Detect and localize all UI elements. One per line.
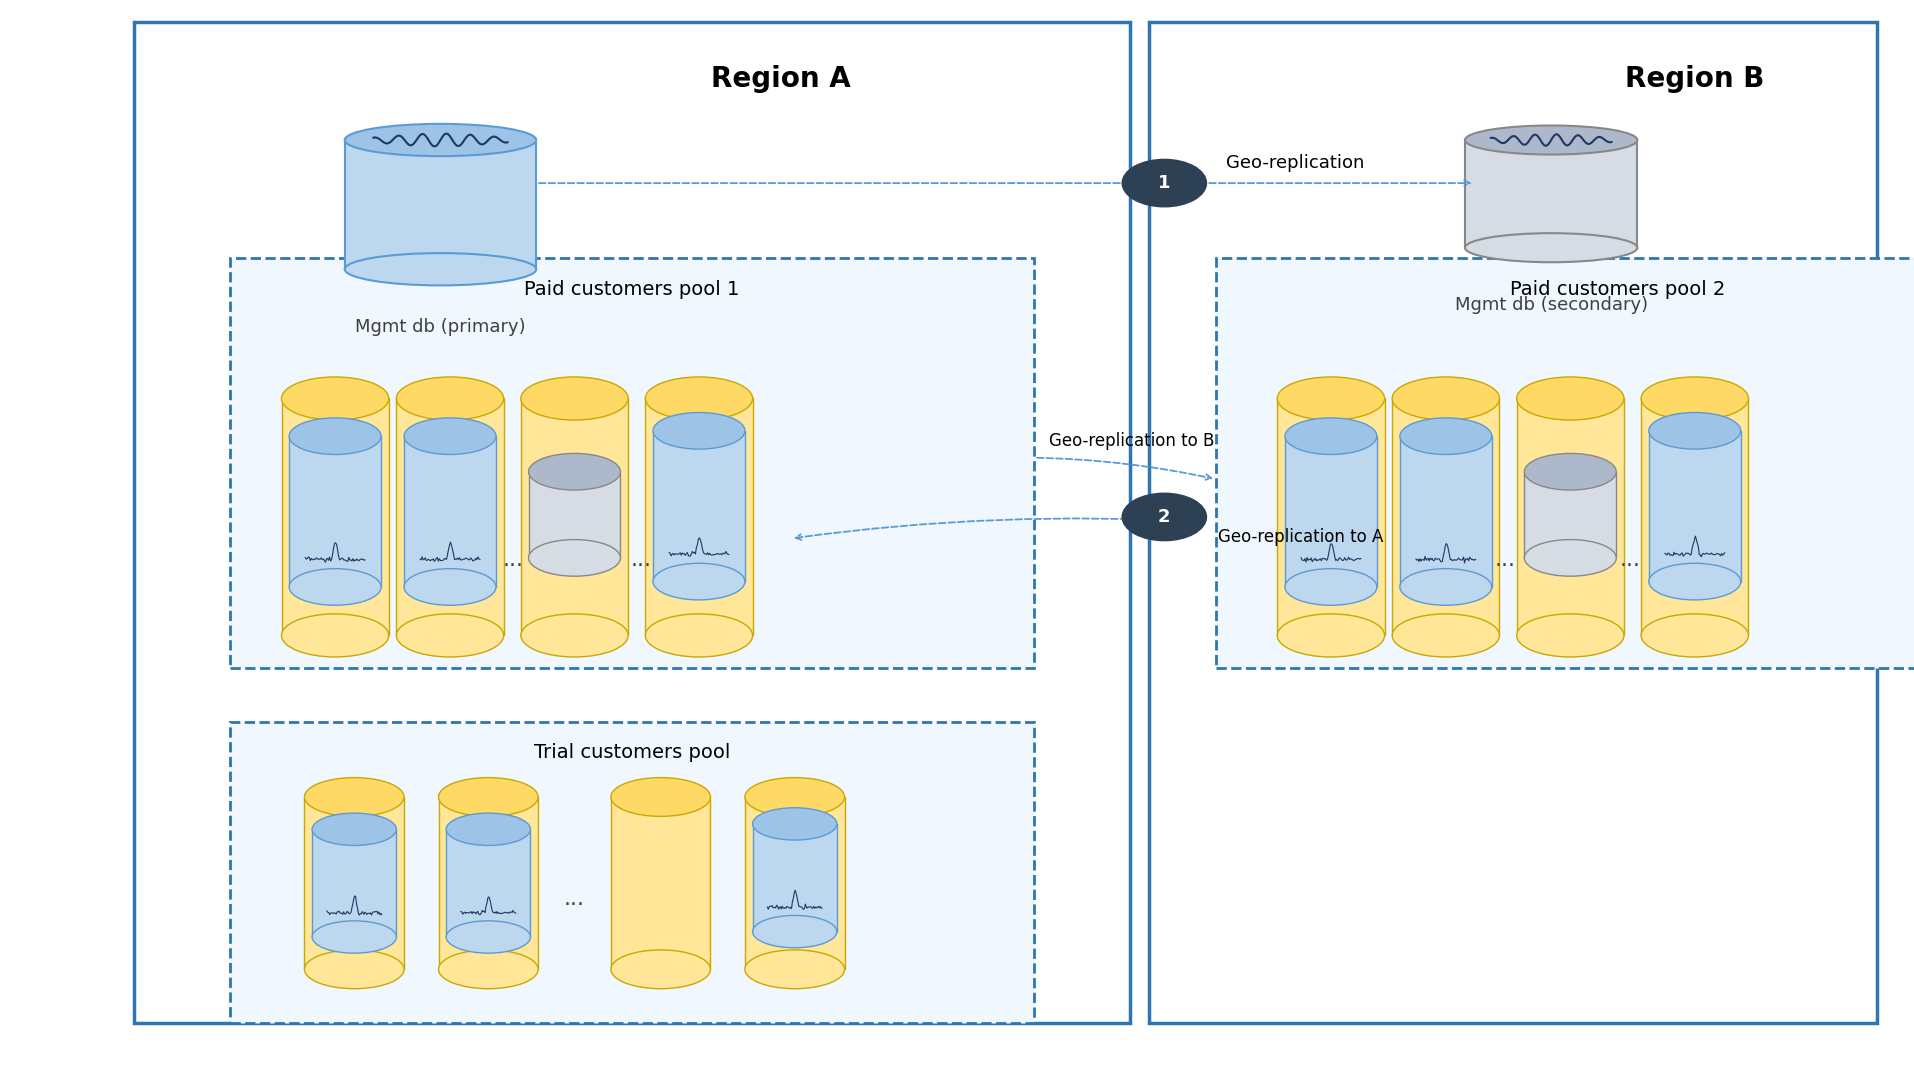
Text: ...: ... <box>1495 550 1514 570</box>
Ellipse shape <box>281 377 389 420</box>
FancyBboxPatch shape <box>345 140 536 269</box>
FancyBboxPatch shape <box>289 436 381 587</box>
FancyBboxPatch shape <box>1648 431 1740 582</box>
Ellipse shape <box>1648 412 1740 449</box>
Ellipse shape <box>528 540 620 576</box>
Ellipse shape <box>304 950 404 989</box>
Ellipse shape <box>404 418 496 454</box>
Circle shape <box>1122 493 1206 541</box>
FancyBboxPatch shape <box>1464 140 1636 248</box>
Circle shape <box>1122 159 1206 207</box>
Text: Region A: Region A <box>712 65 850 93</box>
FancyBboxPatch shape <box>1399 436 1491 587</box>
Ellipse shape <box>611 950 710 989</box>
Ellipse shape <box>396 377 503 420</box>
Ellipse shape <box>312 921 396 953</box>
Ellipse shape <box>1524 453 1615 490</box>
Bar <box>230 258 1034 668</box>
Ellipse shape <box>438 950 538 989</box>
Text: Paid customers pool 1: Paid customers pool 1 <box>524 280 739 299</box>
FancyBboxPatch shape <box>611 797 710 969</box>
Text: Mgmt db (secondary): Mgmt db (secondary) <box>1455 296 1646 314</box>
FancyBboxPatch shape <box>134 22 1129 1023</box>
Ellipse shape <box>653 563 745 600</box>
Ellipse shape <box>1524 540 1615 576</box>
Ellipse shape <box>752 808 836 840</box>
Ellipse shape <box>745 778 844 816</box>
Ellipse shape <box>1391 614 1499 657</box>
Ellipse shape <box>1399 418 1491 454</box>
Ellipse shape <box>446 813 530 845</box>
FancyBboxPatch shape <box>653 431 745 582</box>
FancyBboxPatch shape <box>1277 398 1384 635</box>
FancyBboxPatch shape <box>1524 472 1615 558</box>
Text: ...: ... <box>565 890 584 909</box>
Ellipse shape <box>345 124 536 156</box>
FancyBboxPatch shape <box>396 398 503 635</box>
FancyBboxPatch shape <box>752 824 836 932</box>
FancyBboxPatch shape <box>1516 398 1623 635</box>
Ellipse shape <box>404 569 496 605</box>
Ellipse shape <box>1277 377 1384 420</box>
FancyBboxPatch shape <box>438 797 538 969</box>
Ellipse shape <box>1640 614 1747 657</box>
Ellipse shape <box>752 915 836 948</box>
FancyBboxPatch shape <box>1640 398 1747 635</box>
Ellipse shape <box>1516 614 1623 657</box>
Ellipse shape <box>521 377 628 420</box>
FancyBboxPatch shape <box>521 398 628 635</box>
FancyBboxPatch shape <box>645 398 752 635</box>
Ellipse shape <box>1464 125 1636 154</box>
FancyBboxPatch shape <box>1284 436 1376 587</box>
Text: ...: ... <box>503 550 523 570</box>
Ellipse shape <box>1640 377 1747 420</box>
FancyBboxPatch shape <box>281 398 389 635</box>
Text: Geo-replication to B: Geo-replication to B <box>1049 432 1213 450</box>
Ellipse shape <box>304 778 404 816</box>
Text: Paid customers pool 2: Paid customers pool 2 <box>1510 280 1725 299</box>
Text: Trial customers pool: Trial customers pool <box>534 743 729 763</box>
FancyBboxPatch shape <box>528 472 620 558</box>
Ellipse shape <box>653 412 745 449</box>
Ellipse shape <box>528 453 620 490</box>
Text: Region B: Region B <box>1625 65 1763 93</box>
Ellipse shape <box>645 377 752 420</box>
Ellipse shape <box>521 614 628 657</box>
Ellipse shape <box>1464 234 1636 263</box>
Ellipse shape <box>1277 614 1384 657</box>
Ellipse shape <box>1391 377 1499 420</box>
Ellipse shape <box>446 921 530 953</box>
FancyBboxPatch shape <box>745 797 844 969</box>
Bar <box>230 722 1034 1023</box>
Text: ...: ... <box>1619 550 1638 570</box>
Ellipse shape <box>1399 569 1491 605</box>
Text: Geo-replication to A: Geo-replication to A <box>1217 528 1382 546</box>
Ellipse shape <box>1284 418 1376 454</box>
FancyBboxPatch shape <box>446 829 530 937</box>
FancyBboxPatch shape <box>1148 22 1876 1023</box>
FancyBboxPatch shape <box>312 829 396 937</box>
Ellipse shape <box>289 418 381 454</box>
Bar <box>1215 258 1914 668</box>
Text: 1: 1 <box>1158 174 1169 192</box>
Ellipse shape <box>396 614 503 657</box>
Ellipse shape <box>645 614 752 657</box>
FancyBboxPatch shape <box>304 797 404 969</box>
Ellipse shape <box>312 813 396 845</box>
Ellipse shape <box>281 614 389 657</box>
Text: ...: ... <box>632 550 651 570</box>
Ellipse shape <box>1516 377 1623 420</box>
Ellipse shape <box>745 950 844 989</box>
Ellipse shape <box>1284 569 1376 605</box>
Ellipse shape <box>438 778 538 816</box>
Text: 2: 2 <box>1158 508 1169 526</box>
FancyBboxPatch shape <box>404 436 496 587</box>
Text: Mgmt db (primary): Mgmt db (primary) <box>354 318 526 336</box>
Text: Geo-replication: Geo-replication <box>1225 154 1363 172</box>
FancyBboxPatch shape <box>1391 398 1499 635</box>
Ellipse shape <box>289 569 381 605</box>
Ellipse shape <box>1648 563 1740 600</box>
Ellipse shape <box>611 778 710 816</box>
Ellipse shape <box>345 253 536 285</box>
